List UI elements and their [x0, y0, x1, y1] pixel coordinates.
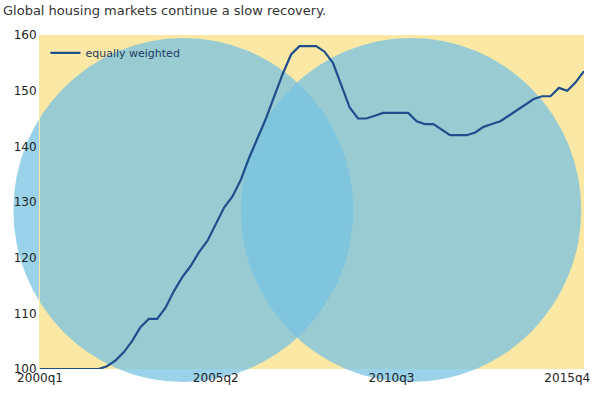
svg-text:2000q1: 2000q1 [17, 371, 63, 385]
svg-text:2005q2: 2005q2 [193, 371, 239, 385]
svg-text:2010q3: 2010q3 [369, 371, 415, 385]
svg-text:150: 150 [14, 84, 37, 98]
svg-text:140: 140 [14, 140, 37, 154]
svg-text:100: 100 [14, 362, 37, 376]
svg-text:equally weighted: equally weighted [85, 47, 179, 60]
svg-text:120: 120 [14, 251, 37, 265]
svg-text:2015q4: 2015q4 [544, 371, 590, 385]
svg-text:Global housing markets continu: Global housing markets continue a slow r… [3, 3, 326, 18]
svg-text:160: 160 [14, 28, 37, 42]
svg-text:110: 110 [14, 307, 37, 321]
svg-text:130: 130 [14, 195, 37, 209]
